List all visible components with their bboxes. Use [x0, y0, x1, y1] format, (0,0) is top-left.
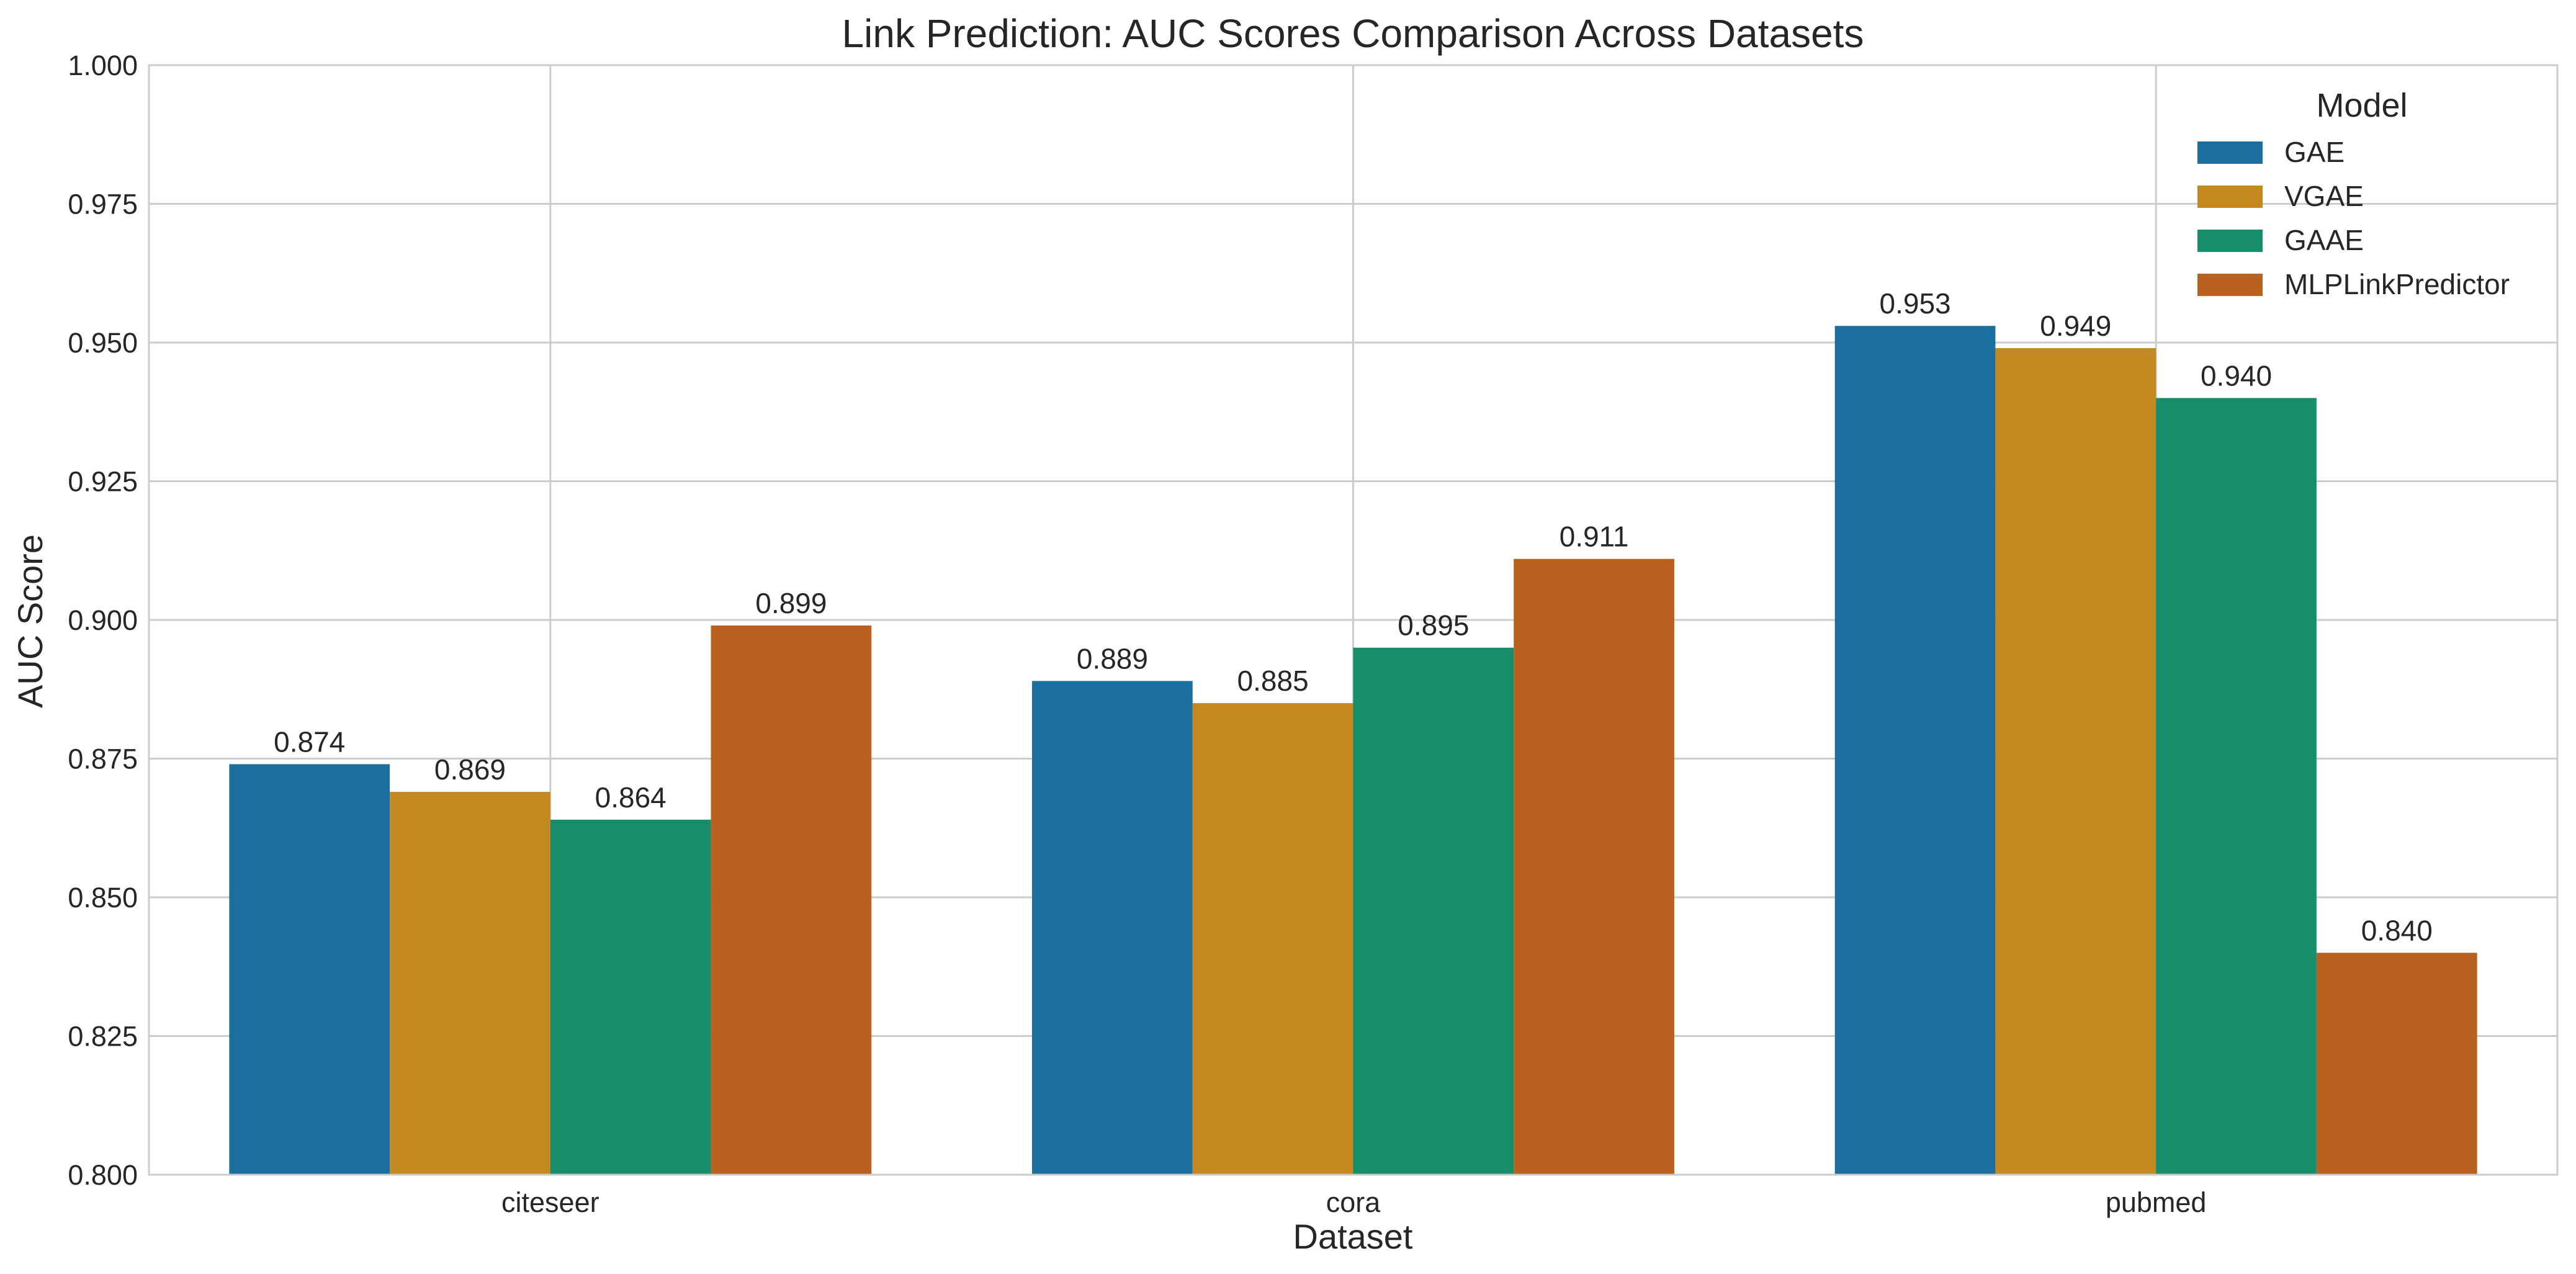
- data-label: 0.953: [1880, 287, 1951, 320]
- data-label: 0.885: [1237, 665, 1309, 697]
- legend: Model GAE VGAE GAAE MLPLinkPredictor: [2197, 87, 2510, 300]
- data-label: 0.864: [595, 781, 666, 814]
- bars: [229, 326, 2477, 1175]
- bar-gaae-pubmed: [2156, 398, 2317, 1175]
- legend-label: MLPLinkPredictor: [2284, 268, 2510, 300]
- bar-gae-pubmed: [1834, 326, 1996, 1175]
- data-label: 0.911: [1560, 521, 1629, 553]
- plot-frame: [148, 64, 2559, 1176]
- y-tick-label: 0.825: [68, 1021, 138, 1052]
- bar-gaae-citeseer: [550, 819, 711, 1175]
- x-axis-title: Dataset: [1293, 1217, 1413, 1256]
- legend-swatch: [2197, 274, 2263, 296]
- y-tick-label: 0.800: [68, 1159, 138, 1191]
- data-label: 0.895: [1398, 609, 1469, 642]
- x-tick-label: citeseer: [501, 1187, 599, 1218]
- bar-vgae-cora: [1192, 703, 1353, 1175]
- y-tick-label: 1.000: [68, 50, 138, 81]
- data-labels: 0.874 0.889 0.953 0.869 0.885 0.949 0.864 0.895…: [274, 287, 2433, 946]
- bar-gae-cora: [1032, 681, 1193, 1175]
- data-label: 0.949: [2040, 310, 2111, 342]
- legend-items: GAE VGAE GAAE MLPLinkPredictor: [2197, 136, 2510, 300]
- data-label: 0.840: [2361, 914, 2433, 946]
- bar-mlplinkpredictor-pubmed: [2316, 953, 2477, 1175]
- legend-swatch: [2197, 186, 2263, 208]
- data-label: 0.940: [2201, 359, 2272, 392]
- y-tick-label: 0.875: [68, 743, 138, 775]
- legend-label: GAE: [2284, 136, 2345, 168]
- legend-label: GAAE: [2284, 224, 2364, 256]
- bar-mlplinkpredictor-cora: [1514, 558, 1674, 1175]
- y-tick-label: 0.850: [68, 882, 138, 913]
- data-label: 0.874: [274, 725, 345, 758]
- x-tick-label: pubmed: [2106, 1187, 2207, 1218]
- bar-gaae-cora: [1353, 647, 1514, 1175]
- data-label: 0.899: [755, 587, 827, 619]
- y-tick-label: 0.925: [68, 466, 138, 498]
- y-tick-label: 0.900: [68, 604, 138, 636]
- legend-title: Model: [2316, 87, 2407, 124]
- y-tick-label: 0.950: [68, 327, 138, 359]
- legend-swatch: [2197, 230, 2263, 252]
- x-tick-label: cora: [1326, 1187, 1381, 1218]
- bar-vgae-pubmed: [1995, 348, 2156, 1175]
- data-label: 0.869: [434, 753, 506, 786]
- legend-swatch: [2197, 141, 2263, 164]
- bar-mlplinkpredictor-citeseer: [711, 625, 872, 1175]
- y-tick-labels: 0.800 0.825 0.850 0.875 0.900 0.925 0.950 0.975…: [68, 50, 138, 1191]
- bar-vgae-citeseer: [390, 792, 550, 1175]
- legend-label: VGAE: [2284, 180, 2364, 212]
- data-label: 0.889: [1077, 642, 1148, 675]
- y-tick-label: 0.975: [68, 189, 138, 220]
- x-tick-labels: citeseer cora pubmed: [501, 1187, 2206, 1218]
- bar-gae-citeseer: [229, 764, 390, 1175]
- y-axis-title: AUC Score: [11, 534, 50, 708]
- chart-title: Link Prediction: AUC Scores Comparison A…: [842, 11, 1864, 56]
